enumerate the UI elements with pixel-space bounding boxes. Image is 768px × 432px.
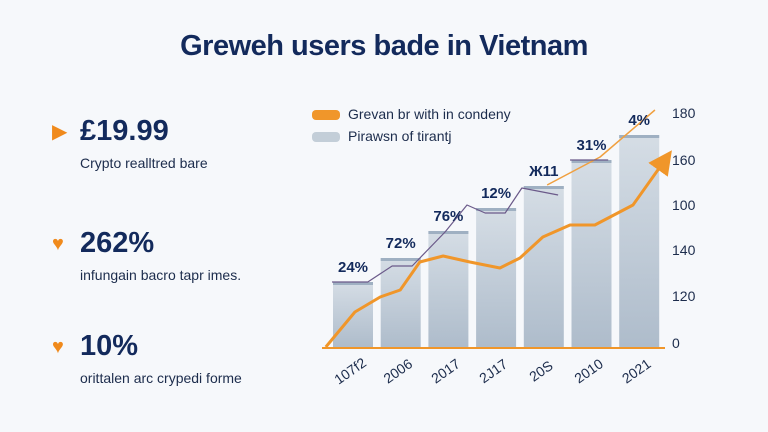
series-line xyxy=(332,187,559,283)
legend-item-line: Grevan br with in condeny xyxy=(312,106,511,122)
legend-swatch xyxy=(312,110,340,121)
bar xyxy=(428,231,469,347)
bar xyxy=(619,135,660,347)
stat-value: 10% xyxy=(80,330,139,362)
stat-label: Crypto realltred bare xyxy=(80,155,208,171)
heart-icon: ♥ xyxy=(52,233,64,255)
data-label: 12% xyxy=(481,185,511,202)
stat-label: infungain bacro tapr imes. xyxy=(80,267,242,283)
bar-cap xyxy=(333,282,373,285)
data-label: 72% xyxy=(386,235,416,252)
legend-label: Grevan br with in condeny xyxy=(348,106,511,122)
x-tick-label: 107f2 xyxy=(331,354,369,387)
bar xyxy=(571,160,612,347)
data-label: 76% xyxy=(433,208,463,225)
bar-cap xyxy=(428,231,469,234)
x-tick-label: 2006 xyxy=(380,355,415,386)
y-tick-label: 160 xyxy=(672,152,696,168)
y-tick-label: 0 xyxy=(672,335,680,351)
legend-label: Pirawsn of tirantj xyxy=(348,128,452,144)
y-tick-label: 180 xyxy=(672,105,696,121)
series-line xyxy=(546,109,656,186)
bar-cap xyxy=(523,186,564,189)
legend-swatch xyxy=(312,132,340,143)
chart-title: Greweh users bade in Vietnam xyxy=(180,30,588,62)
bar xyxy=(476,208,517,347)
legend-item-bar: Pirawsn of tirantj xyxy=(312,128,451,144)
x-tick-label: 2017 xyxy=(428,355,463,386)
x-tick-label: 20S xyxy=(526,357,556,384)
stat-value: 262% xyxy=(80,227,155,259)
stat-label: orittalen arc crypedi forme xyxy=(80,370,242,386)
x-tick-label: 2J17 xyxy=(476,356,510,387)
bar-cap xyxy=(380,258,421,261)
data-label: Ж11 xyxy=(528,163,558,180)
heart-icon: ♥ xyxy=(52,336,64,358)
bar xyxy=(523,186,564,347)
x-tick-label: 2010 xyxy=(571,355,606,386)
data-label: 24% xyxy=(338,259,368,276)
play-triangle-icon: ▶ xyxy=(52,121,68,143)
data-label: 31% xyxy=(576,137,606,154)
stat-value: £19.99 xyxy=(80,115,169,147)
series-line xyxy=(324,150,672,348)
bar-cap xyxy=(619,135,660,138)
data-label: 4% xyxy=(628,112,650,129)
y-tick-label: 140 xyxy=(672,242,696,258)
y-tick-label: 120 xyxy=(672,288,696,304)
y-tick-label: 100 xyxy=(672,197,696,213)
x-tick-label: 2021 xyxy=(619,355,654,386)
bar-cap xyxy=(476,208,517,211)
